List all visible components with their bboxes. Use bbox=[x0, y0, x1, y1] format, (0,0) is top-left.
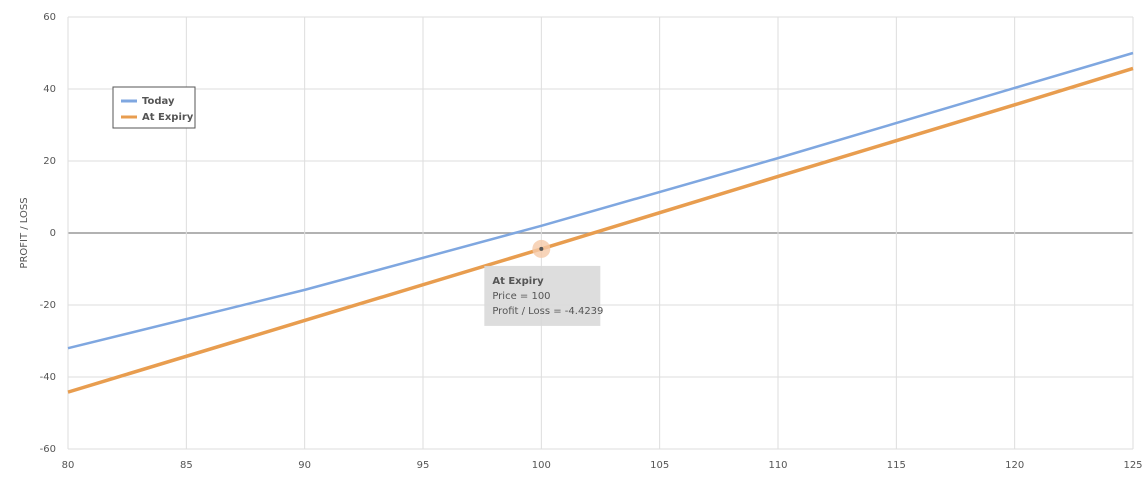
legend-label: Today bbox=[142, 96, 175, 107]
y-tick-label: -60 bbox=[40, 444, 56, 455]
x-tick-label: 80 bbox=[62, 460, 75, 471]
hover-point bbox=[539, 246, 544, 251]
y-tick-label: -20 bbox=[40, 300, 56, 311]
x-tick-label: 120 bbox=[1005, 460, 1024, 471]
y-axis-label: PROFIT / LOSS bbox=[19, 197, 30, 268]
x-tick-label: 105 bbox=[650, 460, 669, 471]
legend-box bbox=[112, 86, 196, 129]
x-tick-label: 115 bbox=[887, 460, 906, 471]
x-tick-label: 85 bbox=[180, 460, 193, 471]
x-tick-label: 95 bbox=[417, 460, 430, 471]
x-tick-label: 125 bbox=[1123, 460, 1142, 471]
tooltip-title: At Expiry bbox=[492, 276, 544, 287]
x-tick-label: 110 bbox=[768, 460, 787, 471]
tooltip-box bbox=[484, 265, 601, 326]
x-tick-label: 100 bbox=[532, 460, 551, 471]
legend-label: At Expiry bbox=[142, 112, 194, 123]
y-tick-label: 60 bbox=[43, 12, 56, 23]
tooltip-line: Profit / Loss = -4.4239 bbox=[492, 306, 603, 317]
y-tick-label: 40 bbox=[43, 84, 56, 95]
y-tick-label: 0 bbox=[50, 228, 56, 239]
y-tick-label: -40 bbox=[40, 372, 56, 383]
series-line bbox=[67, 51, 1134, 350]
series-line bbox=[67, 66, 1134, 394]
y-tick-label: 20 bbox=[43, 156, 56, 167]
x-tick-label: 90 bbox=[298, 460, 311, 471]
tooltip-line: Price = 100 bbox=[492, 291, 550, 302]
